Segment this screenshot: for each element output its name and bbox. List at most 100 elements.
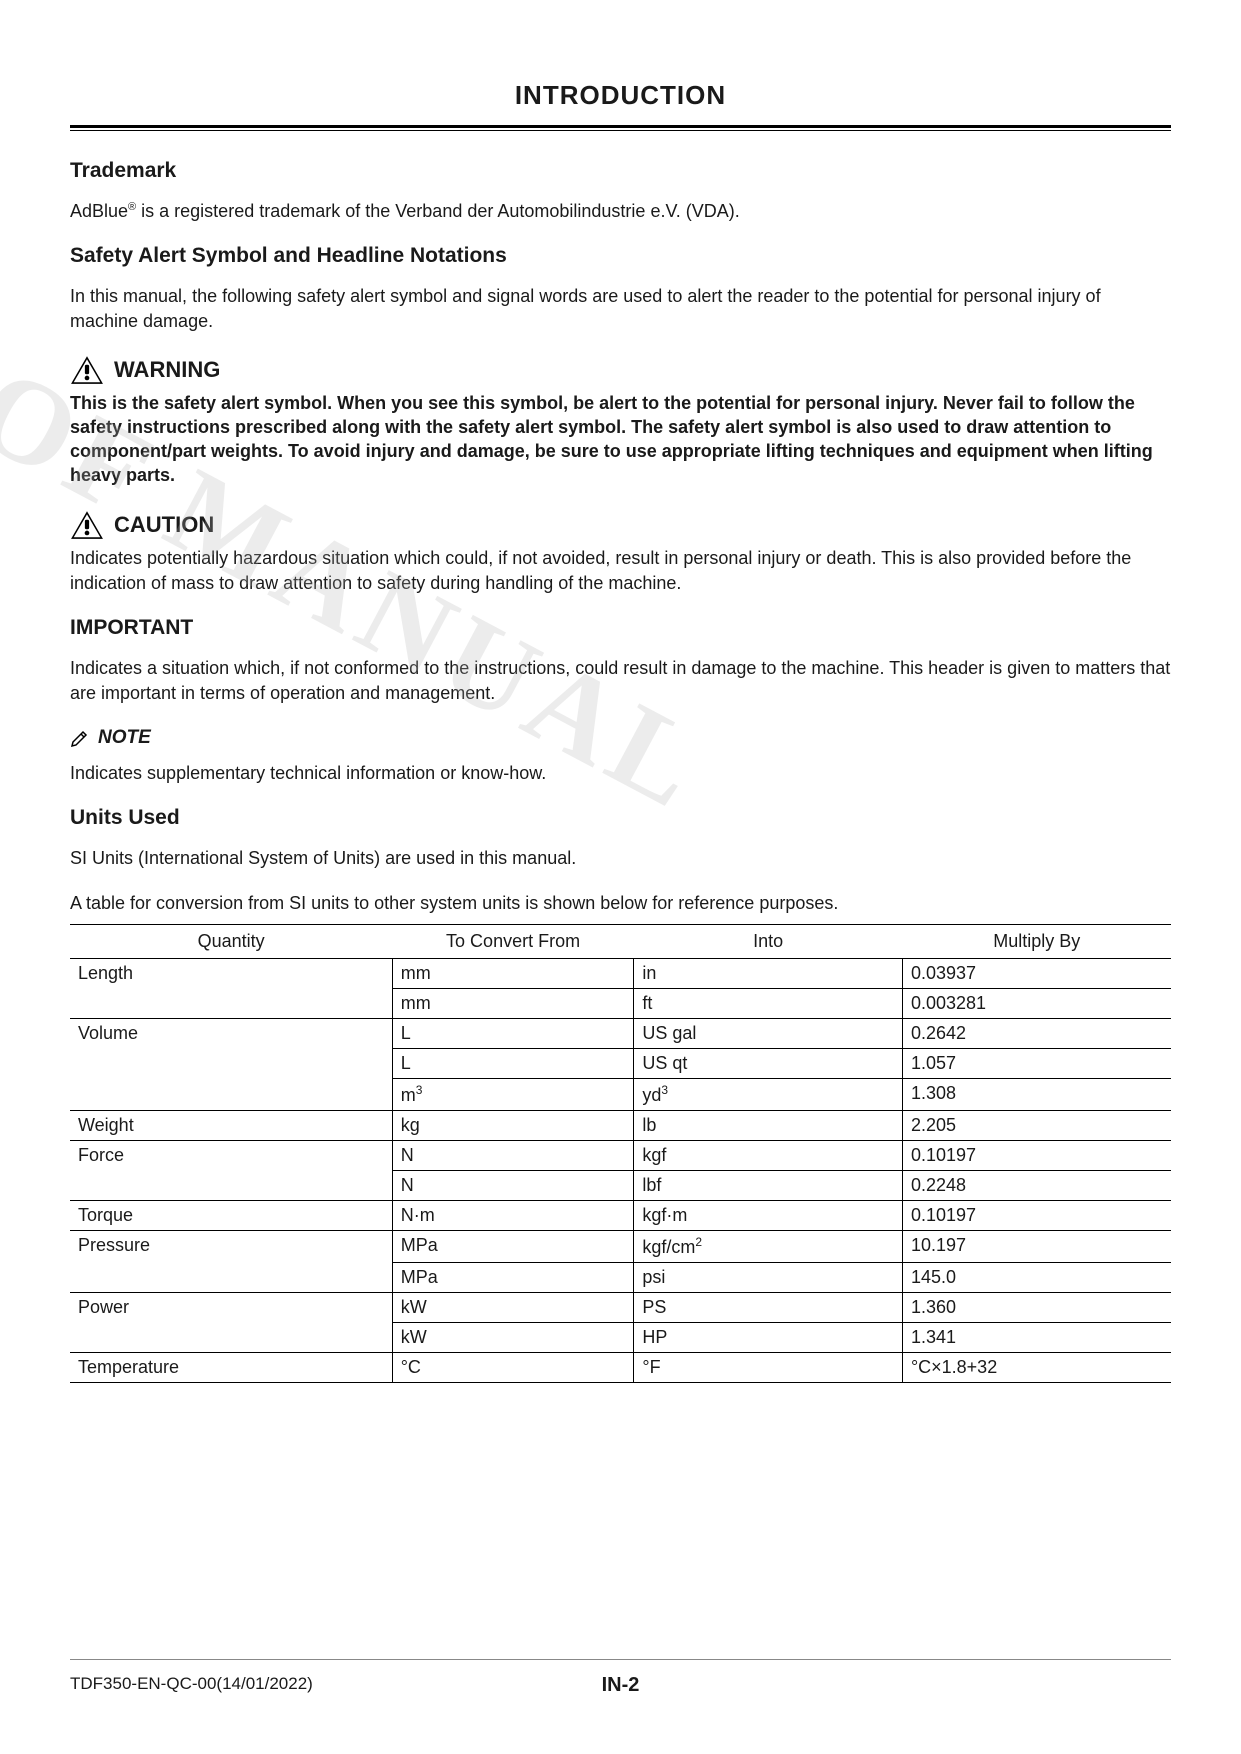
cell-multiply: 0.2248: [902, 1171, 1171, 1201]
table-row: PowerkWPS1.360: [70, 1293, 1171, 1323]
note-header: NOTE: [70, 727, 1171, 749]
warning-text: This is the safety alert symbol. When yo…: [70, 391, 1171, 488]
cell-quantity: [70, 989, 392, 1019]
heading-safety: Safety Alert Symbol and Headline Notatio…: [70, 244, 1171, 268]
cell-into: ft: [634, 989, 903, 1019]
cell-from: kW: [392, 1323, 634, 1353]
cell-from: kg: [392, 1111, 634, 1141]
trademark-suffix: is a registered trademark of the Verband…: [136, 201, 740, 221]
cell-quantity: [70, 1049, 392, 1079]
note-text: Indicates supplementary technical inform…: [70, 761, 1171, 786]
cell-from: mm: [392, 959, 634, 989]
pencil-icon: [70, 728, 90, 748]
table-row: Weightkglb2.205: [70, 1111, 1171, 1141]
cell-quantity: Torque: [70, 1201, 392, 1231]
cell-from: kW: [392, 1293, 634, 1323]
title-rule: [70, 125, 1171, 131]
cell-from: N: [392, 1141, 634, 1171]
table-row: VolumeLUS gal0.2642: [70, 1019, 1171, 1049]
warning-header: WARNING: [70, 355, 1171, 385]
col-into: Into: [634, 925, 903, 959]
cell-into: lbf: [634, 1171, 903, 1201]
cell-quantity: Weight: [70, 1111, 392, 1141]
note-label: NOTE: [98, 727, 151, 749]
cell-quantity: Pressure: [70, 1231, 392, 1263]
col-quantity: Quantity: [70, 925, 392, 959]
table-row: ForceNkgf0.10197: [70, 1141, 1171, 1171]
heading-important: IMPORTANT: [70, 616, 1171, 640]
cell-quantity: [70, 1323, 392, 1353]
heading-units: Units Used: [70, 806, 1171, 830]
page-title: INTRODUCTION: [70, 80, 1171, 111]
warning-triangle-icon: [70, 355, 104, 385]
cell-quantity: Force: [70, 1141, 392, 1171]
cell-from: L: [392, 1049, 634, 1079]
cell-into: HP: [634, 1323, 903, 1353]
col-from: To Convert From: [392, 925, 634, 959]
cell-multiply: 0.10197: [902, 1141, 1171, 1171]
cell-quantity: Temperature: [70, 1353, 392, 1383]
table-row: mmft0.003281: [70, 989, 1171, 1019]
caution-text: Indicates potentially hazardous situatio…: [70, 546, 1171, 596]
table-row: LUS qt1.057: [70, 1049, 1171, 1079]
cell-quantity: Length: [70, 959, 392, 989]
cell-into: PS: [634, 1293, 903, 1323]
safety-intro: In this manual, the following safety ale…: [70, 284, 1171, 334]
cell-multiply: 1.341: [902, 1323, 1171, 1353]
cell-multiply: 0.003281: [902, 989, 1171, 1019]
table-row: Temperature°C°F°C×1.8+32: [70, 1353, 1171, 1383]
caution-label: CAUTION: [114, 512, 214, 538]
cell-quantity: [70, 1079, 392, 1111]
caution-triangle-icon: [70, 510, 104, 540]
caution-header: CAUTION: [70, 510, 1171, 540]
footer-doc-id: TDF350-EN-QC-00(14/01/2022): [70, 1674, 313, 1694]
table-row: Nlbf0.2248: [70, 1171, 1171, 1201]
units-intro1: SI Units (International System of Units)…: [70, 846, 1171, 871]
table-header-row: Quantity To Convert From Into Multiply B…: [70, 925, 1171, 959]
page-footer: TDF350-EN-QC-00(14/01/2022) IN-2 .: [70, 1659, 1171, 1694]
cell-multiply: 1.057: [902, 1049, 1171, 1079]
table-row: PressureMPakgf/cm210.197: [70, 1231, 1171, 1263]
cell-multiply: 145.0: [902, 1263, 1171, 1293]
cell-into: kgf·m: [634, 1201, 903, 1231]
footer-page-number: IN-2: [602, 1674, 640, 1697]
cell-multiply: 0.10197: [902, 1201, 1171, 1231]
cell-into: kgf: [634, 1141, 903, 1171]
cell-multiply: 2.205: [902, 1111, 1171, 1141]
cell-into: °F: [634, 1353, 903, 1383]
units-intro2: A table for conversion from SI units to …: [70, 891, 1171, 916]
table-row: MPapsi145.0: [70, 1263, 1171, 1293]
cell-into: psi: [634, 1263, 903, 1293]
cell-from: L: [392, 1019, 634, 1049]
cell-from: N: [392, 1171, 634, 1201]
cell-from: mm: [392, 989, 634, 1019]
cell-from: °C: [392, 1353, 634, 1383]
cell-from: m3: [392, 1079, 634, 1111]
cell-into: in: [634, 959, 903, 989]
important-text: Indicates a situation which, if not conf…: [70, 656, 1171, 706]
cell-quantity: Power: [70, 1293, 392, 1323]
cell-from: N·m: [392, 1201, 634, 1231]
cell-multiply: 0.03937: [902, 959, 1171, 989]
table-row: m3yd31.308: [70, 1079, 1171, 1111]
trademark-prefix: AdBlue: [70, 201, 128, 221]
cell-quantity: Volume: [70, 1019, 392, 1049]
cell-into: lb: [634, 1111, 903, 1141]
table-row: TorqueN·mkgf·m0.10197: [70, 1201, 1171, 1231]
cell-multiply: 1.360: [902, 1293, 1171, 1323]
trademark-text: AdBlue® is a registered trademark of the…: [70, 199, 1171, 224]
cell-into: kgf/cm2: [634, 1231, 903, 1263]
cell-multiply: 10.197: [902, 1231, 1171, 1263]
registered-symbol: ®: [128, 201, 136, 213]
cell-quantity: [70, 1263, 392, 1293]
cell-multiply: °C×1.8+32: [902, 1353, 1171, 1383]
cell-into: yd3: [634, 1079, 903, 1111]
cell-from: MPa: [392, 1263, 634, 1293]
footer-rule: [70, 1659, 1171, 1660]
conversion-table: Quantity To Convert From Into Multiply B…: [70, 924, 1171, 1383]
table-row: kWHP1.341: [70, 1323, 1171, 1353]
cell-quantity: [70, 1171, 392, 1201]
cell-multiply: 0.2642: [902, 1019, 1171, 1049]
col-multiply: Multiply By: [902, 925, 1171, 959]
table-row: Lengthmmin0.03937: [70, 959, 1171, 989]
